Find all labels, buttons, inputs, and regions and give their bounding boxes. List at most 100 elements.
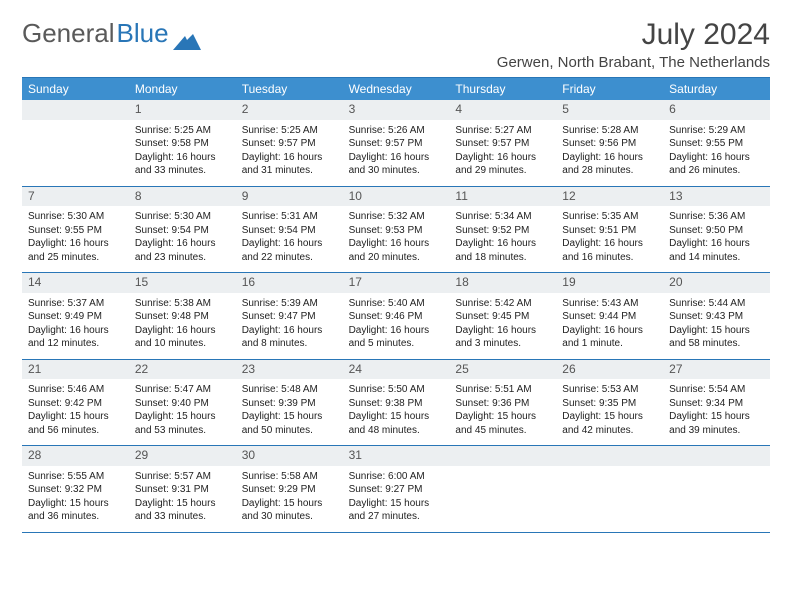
- weeks-container: 1Sunrise: 5:25 AMSunset: 9:58 PMDaylight…: [22, 100, 770, 533]
- calendar-day: [556, 446, 663, 532]
- calendar-day: 28Sunrise: 5:55 AMSunset: 9:32 PMDayligh…: [22, 446, 129, 532]
- daylight-text: Daylight: 15 hours: [349, 497, 444, 511]
- calendar-day: 27Sunrise: 5:54 AMSunset: 9:34 PMDayligh…: [663, 360, 770, 446]
- weekday-header: Friday: [556, 78, 663, 100]
- sunset-text: Sunset: 9:40 PM: [135, 397, 230, 411]
- day-number: 15: [129, 273, 236, 293]
- daylight-text: and 39 minutes.: [669, 424, 764, 438]
- daylight-text: Daylight: 16 hours: [669, 151, 764, 165]
- calendar-day: [663, 446, 770, 532]
- day-content: Sunrise: 5:51 AMSunset: 9:36 PMDaylight:…: [449, 379, 556, 445]
- day-number: 1: [129, 100, 236, 120]
- sunset-text: Sunset: 9:47 PM: [242, 310, 337, 324]
- daylight-text: Daylight: 16 hours: [562, 151, 657, 165]
- daylight-text: and 8 minutes.: [242, 337, 337, 351]
- daylight-text: Daylight: 16 hours: [669, 237, 764, 251]
- location-text: Gerwen, North Brabant, The Netherlands: [497, 54, 770, 71]
- daylight-text: and 56 minutes.: [28, 424, 123, 438]
- weekday-header: Saturday: [663, 78, 770, 100]
- page-title: July 2024: [497, 18, 770, 52]
- day-number: 10: [343, 187, 450, 207]
- sunrise-text: Sunrise: 5:25 AM: [242, 124, 337, 138]
- sunset-text: Sunset: 9:43 PM: [669, 310, 764, 324]
- sunrise-text: Sunrise: 5:27 AM: [455, 124, 550, 138]
- sunrise-text: Sunrise: 5:44 AM: [669, 297, 764, 311]
- calendar-week: 28Sunrise: 5:55 AMSunset: 9:32 PMDayligh…: [22, 446, 770, 533]
- calendar-week: 21Sunrise: 5:46 AMSunset: 9:42 PMDayligh…: [22, 360, 770, 447]
- day-number-empty: [556, 446, 663, 466]
- daylight-text: Daylight: 16 hours: [242, 237, 337, 251]
- day-number: 30: [236, 446, 343, 466]
- daylight-text: and 48 minutes.: [349, 424, 444, 438]
- day-content: Sunrise: 5:26 AMSunset: 9:57 PMDaylight:…: [343, 120, 450, 186]
- sunset-text: Sunset: 9:34 PM: [669, 397, 764, 411]
- daylight-text: and 20 minutes.: [349, 251, 444, 265]
- day-number: 29: [129, 446, 236, 466]
- day-content: Sunrise: 5:25 AMSunset: 9:57 PMDaylight:…: [236, 120, 343, 186]
- daylight-text: and 1 minute.: [562, 337, 657, 351]
- title-block: July 2024 Gerwen, North Brabant, The Net…: [497, 18, 770, 71]
- day-number: 3: [343, 100, 450, 120]
- day-content: Sunrise: 5:54 AMSunset: 9:34 PMDaylight:…: [663, 379, 770, 445]
- sunrise-text: Sunrise: 5:35 AM: [562, 210, 657, 224]
- calendar-day: 26Sunrise: 5:53 AMSunset: 9:35 PMDayligh…: [556, 360, 663, 446]
- daylight-text: and 31 minutes.: [242, 164, 337, 178]
- daylight-text: and 18 minutes.: [455, 251, 550, 265]
- daylight-text: and 25 minutes.: [28, 251, 123, 265]
- day-number: 20: [663, 273, 770, 293]
- day-number: 17: [343, 273, 450, 293]
- calendar-day: 9Sunrise: 5:31 AMSunset: 9:54 PMDaylight…: [236, 187, 343, 273]
- calendar-day: 30Sunrise: 5:58 AMSunset: 9:29 PMDayligh…: [236, 446, 343, 532]
- day-number: 2: [236, 100, 343, 120]
- calendar-day: 16Sunrise: 5:39 AMSunset: 9:47 PMDayligh…: [236, 273, 343, 359]
- sunrise-text: Sunrise: 5:36 AM: [669, 210, 764, 224]
- calendar-day: [22, 100, 129, 186]
- sunrise-text: Sunrise: 5:34 AM: [455, 210, 550, 224]
- daylight-text: Daylight: 16 hours: [455, 151, 550, 165]
- daylight-text: and 23 minutes.: [135, 251, 230, 265]
- day-content: Sunrise: 5:32 AMSunset: 9:53 PMDaylight:…: [343, 206, 450, 272]
- daylight-text: and 29 minutes.: [455, 164, 550, 178]
- sunrise-text: Sunrise: 5:43 AM: [562, 297, 657, 311]
- sunset-text: Sunset: 9:57 PM: [455, 137, 550, 151]
- sunrise-text: Sunrise: 5:25 AM: [135, 124, 230, 138]
- calendar-day: 13Sunrise: 5:36 AMSunset: 9:50 PMDayligh…: [663, 187, 770, 273]
- calendar-day: 10Sunrise: 5:32 AMSunset: 9:53 PMDayligh…: [343, 187, 450, 273]
- daylight-text: Daylight: 16 hours: [562, 324, 657, 338]
- calendar-day: 24Sunrise: 5:50 AMSunset: 9:38 PMDayligh…: [343, 360, 450, 446]
- calendar-day: 12Sunrise: 5:35 AMSunset: 9:51 PMDayligh…: [556, 187, 663, 273]
- sunrise-text: Sunrise: 5:37 AM: [28, 297, 123, 311]
- calendar-week: 14Sunrise: 5:37 AMSunset: 9:49 PMDayligh…: [22, 273, 770, 360]
- day-content: Sunrise: 5:30 AMSunset: 9:55 PMDaylight:…: [22, 206, 129, 272]
- day-number: 16: [236, 273, 343, 293]
- day-content: Sunrise: 5:50 AMSunset: 9:38 PMDaylight:…: [343, 379, 450, 445]
- calendar-day: 21Sunrise: 5:46 AMSunset: 9:42 PMDayligh…: [22, 360, 129, 446]
- weekday-header: Wednesday: [343, 78, 450, 100]
- daylight-text: and 5 minutes.: [349, 337, 444, 351]
- daylight-text: and 14 minutes.: [669, 251, 764, 265]
- sunrise-text: Sunrise: 5:28 AM: [562, 124, 657, 138]
- calendar-day: 4Sunrise: 5:27 AMSunset: 9:57 PMDaylight…: [449, 100, 556, 186]
- daylight-text: Daylight: 16 hours: [242, 324, 337, 338]
- day-number-empty: [22, 100, 129, 120]
- day-content: Sunrise: 5:29 AMSunset: 9:55 PMDaylight:…: [663, 120, 770, 186]
- day-content: Sunrise: 5:38 AMSunset: 9:48 PMDaylight:…: [129, 293, 236, 359]
- day-number: 12: [556, 187, 663, 207]
- header: GeneralBlue July 2024 Gerwen, North Brab…: [22, 18, 770, 71]
- day-number: 7: [22, 187, 129, 207]
- day-number: 18: [449, 273, 556, 293]
- daylight-text: Daylight: 15 hours: [28, 410, 123, 424]
- sunset-text: Sunset: 9:45 PM: [455, 310, 550, 324]
- calendar: Sunday Monday Tuesday Wednesday Thursday…: [22, 77, 770, 533]
- weekday-header-row: Sunday Monday Tuesday Wednesday Thursday…: [22, 78, 770, 100]
- sunrise-text: Sunrise: 5:31 AM: [242, 210, 337, 224]
- daylight-text: and 3 minutes.: [455, 337, 550, 351]
- calendar-day: [449, 446, 556, 532]
- day-content: Sunrise: 5:48 AMSunset: 9:39 PMDaylight:…: [236, 379, 343, 445]
- sunset-text: Sunset: 9:29 PM: [242, 483, 337, 497]
- day-number: 25: [449, 360, 556, 380]
- daylight-text: Daylight: 16 hours: [562, 237, 657, 251]
- calendar-day: 8Sunrise: 5:30 AMSunset: 9:54 PMDaylight…: [129, 187, 236, 273]
- daylight-text: Daylight: 15 hours: [562, 410, 657, 424]
- daylight-text: Daylight: 15 hours: [455, 410, 550, 424]
